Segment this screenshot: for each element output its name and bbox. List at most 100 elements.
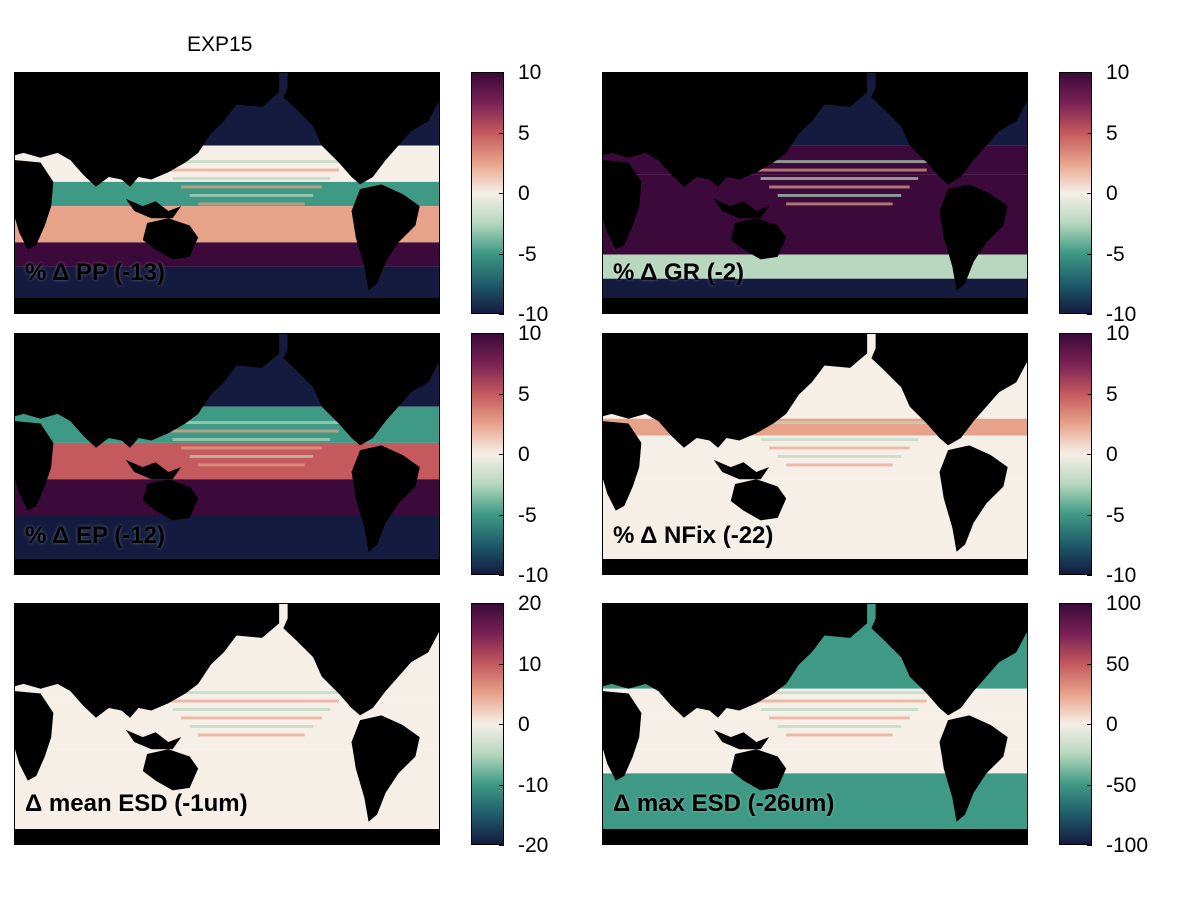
- colorbar-tick-mark: [499, 603, 504, 604]
- land-mask: [283, 604, 439, 716]
- colorbar-tick-mark: [1087, 603, 1092, 604]
- colorbar-tick-mark: [1087, 454, 1092, 455]
- land-mask: [142, 479, 199, 521]
- land-mask: [15, 73, 280, 187]
- colorbar-tick-mark: [1087, 253, 1092, 255]
- colorbar-tick-label: 10: [518, 61, 542, 84]
- ocean-streak: [743, 421, 936, 425]
- land-mask: [939, 445, 1008, 552]
- ocean-streak: [786, 733, 893, 737]
- colorbar-tick-label: 5: [518, 382, 530, 406]
- colorbar-tick-label: -10: [1106, 564, 1137, 587]
- ocean-streak: [743, 691, 936, 695]
- colorbar-tick-mark: [1087, 314, 1092, 315]
- land-mask: [351, 184, 420, 291]
- land-mask: [871, 73, 1027, 185]
- land-mask: [603, 559, 1027, 574]
- panel-label: % Δ EP (-12): [25, 522, 165, 549]
- land-mask: [871, 604, 1027, 716]
- panel-label: % Δ NFix (-22): [613, 522, 774, 549]
- ocean-streak: [769, 446, 910, 450]
- land-mask: [15, 298, 439, 313]
- colorbar-tick-mark: [1087, 575, 1092, 576]
- colorbar-tick-mark: [499, 253, 504, 255]
- land-mask: [283, 334, 439, 446]
- land-mask: [603, 421, 642, 511]
- ocean-streak: [189, 455, 314, 458]
- ocean-streak: [786, 202, 893, 206]
- ocean-streak: [777, 194, 902, 197]
- colorbar-tick-mark: [499, 393, 504, 395]
- land-mask: [15, 829, 439, 844]
- colorbar-tick-mark: [499, 132, 504, 134]
- colorbar-tick-label: -10: [518, 564, 549, 587]
- map-canvas: [15, 604, 439, 844]
- colorbar-tick-label: -100: [1106, 834, 1149, 857]
- map-canvas: [15, 334, 439, 574]
- colorbar-tick-label: 0: [1106, 713, 1118, 736]
- colorbar-tick-mark: [499, 314, 504, 315]
- land-mask: [939, 184, 1008, 291]
- colorbar-bottom-right: [1059, 603, 1092, 845]
- ocean-streak: [752, 168, 927, 172]
- land-mask: [15, 691, 54, 781]
- ocean-streak: [164, 429, 339, 433]
- ocean-streak: [164, 168, 339, 172]
- land-mask: [603, 334, 868, 448]
- land-mask: [142, 749, 199, 791]
- figure-title: EXP15: [187, 33, 253, 56]
- ocean-streak: [181, 185, 322, 189]
- colorbar-tick-mark: [1087, 72, 1092, 73]
- panel-label: % Δ PP (-13): [25, 259, 165, 286]
- map-panel-middle-right: % Δ NFix (-22): [602, 333, 1028, 575]
- colorbar-tick-label: 50: [1106, 652, 1130, 676]
- ocean-streak: [760, 438, 919, 441]
- colorbar-tick-label: 10: [518, 322, 542, 345]
- colorbar-tick-mark: [499, 193, 504, 194]
- ocean-streak: [777, 455, 902, 458]
- ocean-streak: [172, 438, 331, 441]
- ocean-streak: [189, 194, 314, 197]
- colorbar-tick-mark: [1087, 663, 1092, 665]
- land-mask: [730, 749, 787, 791]
- map-panel-bottom-left: Δ mean ESD (-1um): [14, 603, 440, 845]
- colorbar-tick-label: 0: [518, 182, 530, 205]
- land-mask: [603, 160, 642, 250]
- colorbar-middle-left: [471, 333, 504, 575]
- map-panel-top-right: % Δ GR (-2): [602, 72, 1028, 314]
- land-mask: [730, 218, 787, 260]
- colorbar-tick-label: 10: [1106, 61, 1130, 84]
- colorbar-tick-mark: [499, 333, 504, 334]
- land-mask: [713, 198, 770, 219]
- ocean-streak: [198, 463, 305, 467]
- ocean-streak: [760, 177, 919, 180]
- colorbar-tick-label: 0: [518, 713, 530, 736]
- colorbar-tick-label: 5: [1106, 121, 1118, 145]
- colorbar-tick-label: 0: [1106, 443, 1118, 466]
- ocean-streak: [777, 725, 902, 728]
- colorbar-tick-mark: [499, 663, 504, 665]
- colorbar-tick-label: -10: [518, 773, 549, 797]
- land-mask: [125, 198, 182, 219]
- colorbar-tick-label: 10: [1106, 322, 1130, 345]
- ocean-streak: [172, 708, 331, 711]
- colorbar-tick-label: -50: [1106, 773, 1137, 797]
- land-mask: [603, 691, 642, 781]
- ocean-streak: [189, 725, 314, 728]
- map-canvas: [603, 604, 1027, 844]
- land-mask: [871, 334, 1027, 446]
- ocean-streak: [198, 733, 305, 737]
- ocean-streak: [769, 185, 910, 189]
- colorbar-tick-mark: [1087, 514, 1092, 516]
- land-mask: [713, 459, 770, 480]
- colorbar-tick-label: 100: [1106, 592, 1142, 615]
- land-mask: [15, 559, 439, 574]
- colorbar-tick-label: 20: [518, 592, 542, 615]
- land-mask: [142, 218, 199, 260]
- colorbar-tick-mark: [1087, 393, 1092, 395]
- ocean-streak: [155, 691, 348, 695]
- land-mask: [351, 715, 420, 822]
- map-canvas: [603, 73, 1027, 313]
- land-mask: [283, 73, 439, 185]
- ocean-streak: [155, 421, 348, 425]
